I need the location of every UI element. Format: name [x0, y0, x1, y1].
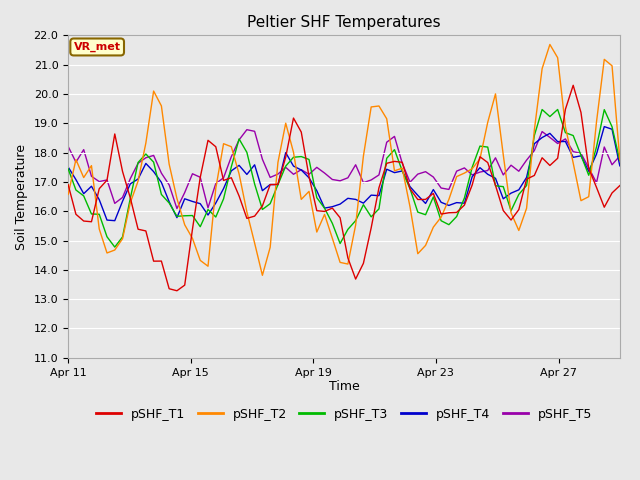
pSHF_T4	[111, 218, 118, 224]
pSHF_T5	[243, 127, 251, 132]
pSHF_T2	[422, 242, 429, 248]
Line: pSHF_T3: pSHF_T3	[68, 109, 620, 247]
pSHF_T1	[570, 83, 577, 88]
pSHF_T1	[173, 288, 180, 294]
pSHF_T5	[585, 165, 593, 171]
pSHF_T2	[64, 192, 72, 197]
pSHF_T5	[429, 174, 437, 180]
pSHF_T2	[445, 196, 452, 202]
pSHF_T3	[445, 222, 452, 228]
pSHF_T2	[259, 273, 266, 278]
pSHF_T2	[383, 116, 390, 121]
Line: pSHF_T1: pSHF_T1	[68, 85, 620, 291]
Line: pSHF_T4: pSHF_T4	[68, 127, 620, 221]
pSHF_T5	[142, 155, 150, 161]
pSHF_T2	[546, 42, 554, 48]
pSHF_T4	[64, 164, 72, 170]
pSHF_T3	[585, 172, 593, 178]
pSHF_T5	[616, 153, 623, 159]
pSHF_T5	[64, 144, 72, 149]
pSHF_T4	[383, 167, 390, 172]
pSHF_T3	[616, 158, 623, 164]
pSHF_T4	[422, 201, 429, 206]
pSHF_T3	[422, 212, 429, 217]
pSHF_T5	[390, 133, 398, 139]
pSHF_T2	[585, 194, 593, 200]
Title: Peltier SHF Temperatures: Peltier SHF Temperatures	[247, 15, 441, 30]
pSHF_T1	[422, 196, 429, 202]
Legend: pSHF_T1, pSHF_T2, pSHF_T3, pSHF_T4, pSHF_T5: pSHF_T1, pSHF_T2, pSHF_T3, pSHF_T4, pSHF…	[91, 403, 597, 426]
pSHF_T4	[150, 169, 157, 175]
pSHF_T1	[383, 160, 390, 166]
pSHF_T2	[251, 240, 259, 246]
pSHF_T3	[554, 107, 561, 112]
pSHF_T5	[266, 175, 274, 180]
pSHF_T4	[577, 153, 585, 159]
Line: pSHF_T5: pSHF_T5	[68, 130, 620, 208]
pSHF_T1	[64, 182, 72, 188]
pSHF_T4	[616, 163, 623, 168]
pSHF_T3	[150, 159, 157, 165]
pSHF_T1	[142, 228, 150, 234]
pSHF_T3	[383, 156, 390, 161]
pSHF_T5	[173, 205, 180, 211]
pSHF_T5	[453, 168, 461, 174]
pSHF_T3	[64, 166, 72, 172]
pSHF_T1	[445, 210, 452, 216]
pSHF_T2	[142, 140, 150, 146]
pSHF_T3	[259, 206, 266, 212]
Line: pSHF_T2: pSHF_T2	[68, 45, 620, 276]
pSHF_T4	[600, 124, 608, 130]
Text: VR_met: VR_met	[74, 42, 121, 52]
pSHF_T2	[616, 157, 623, 163]
pSHF_T4	[445, 203, 452, 208]
pSHF_T1	[259, 203, 266, 209]
pSHF_T4	[259, 188, 266, 193]
Y-axis label: Soil Temperature: Soil Temperature	[15, 144, 28, 250]
pSHF_T3	[111, 244, 118, 250]
pSHF_T1	[616, 183, 623, 189]
pSHF_T1	[585, 166, 593, 171]
X-axis label: Time: Time	[328, 380, 359, 393]
